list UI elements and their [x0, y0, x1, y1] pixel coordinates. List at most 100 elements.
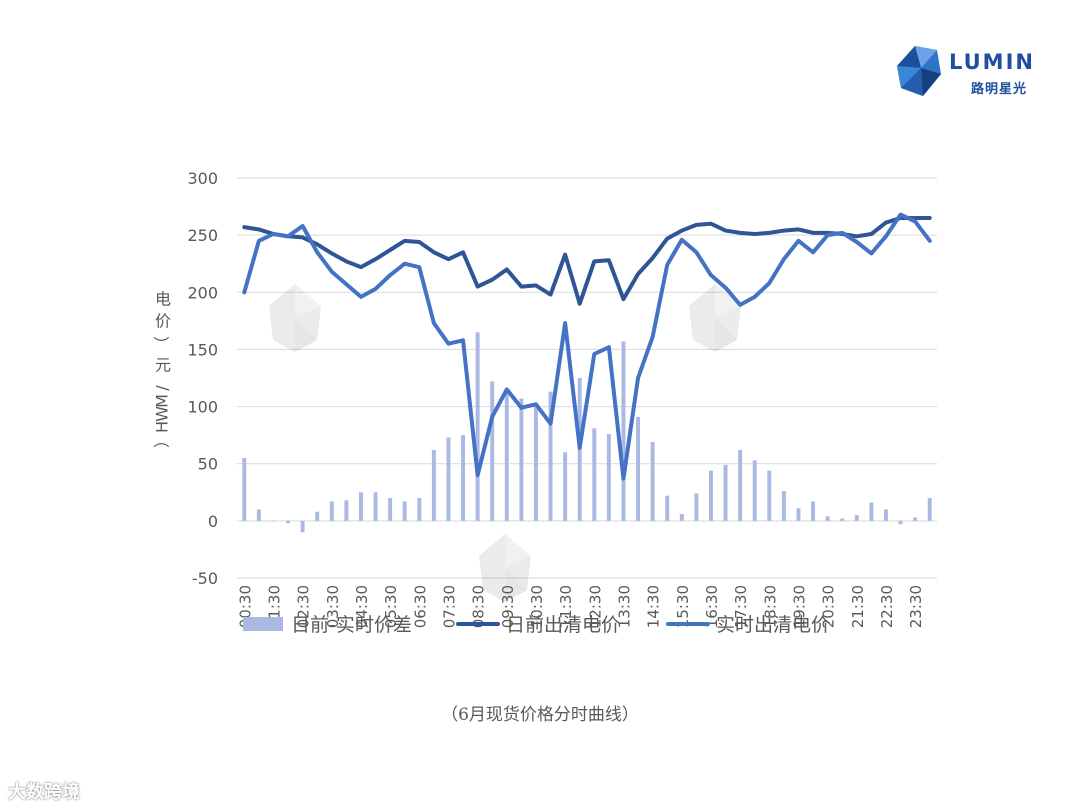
legend-item: 日前出清电价 — [456, 614, 620, 636]
bar — [650, 442, 655, 521]
y-axis-label-char: 元 — [155, 356, 171, 375]
bar — [388, 498, 393, 521]
bar — [358, 492, 363, 521]
legend-label: 日前-实时价差 — [291, 614, 412, 636]
bar — [825, 516, 830, 521]
bar — [854, 515, 859, 521]
bar — [606, 434, 611, 521]
y-axis-ticks: -50 0 50 100 150 200 250 300 — [187, 169, 218, 588]
legend-item: 日前-实时价差 — [243, 614, 412, 636]
legend-swatch-bar — [243, 617, 283, 631]
bar — [665, 495, 670, 521]
bar — [519, 398, 524, 521]
legend-item: 实时出清电价 — [666, 614, 830, 636]
bar — [475, 332, 480, 521]
x-tick-label: 02:30 — [295, 585, 313, 628]
bar — [242, 458, 247, 521]
x-tick-label: 23:30 — [907, 585, 925, 628]
bar — [446, 437, 451, 521]
x-tick-label: 21:30 — [849, 585, 867, 628]
bar — [781, 491, 786, 521]
y-tick-label: 250 — [187, 226, 218, 245]
bar — [913, 517, 918, 521]
bar — [927, 498, 932, 521]
x-tick-label: 15:30 — [674, 585, 692, 628]
bar — [329, 501, 334, 521]
bar — [431, 450, 436, 521]
logo-wordmark: LUMIN — [949, 50, 1035, 74]
y-axis-label: 电价 （ 元 / MWH） — [153, 290, 172, 449]
logo-subtitle: 路明星光 — [971, 82, 1028, 97]
watermark-logo — [689, 284, 741, 352]
bar — [373, 492, 378, 521]
x-tick-label: 07:30 — [440, 585, 458, 628]
line-series — [242, 212, 932, 481]
y-axis-label-char: 价 — [155, 312, 171, 331]
bar — [869, 502, 874, 521]
bar — [898, 520, 903, 525]
bar — [315, 511, 320, 521]
x-tick-label: 13:30 — [615, 585, 633, 628]
bar — [592, 428, 597, 521]
y-tick-label: 100 — [187, 398, 218, 417]
watermark-logo — [269, 284, 321, 352]
legend-label: 实时出清电价 — [716, 614, 830, 636]
y-axis-label-char: ） — [153, 432, 172, 448]
y-axis-label-char: / — [153, 385, 172, 391]
figure-caption: （6月现货价格分时曲线） — [441, 705, 639, 725]
watermarks — [269, 284, 741, 602]
y-tick-label: 50 — [198, 455, 218, 474]
bar-series — [242, 332, 932, 533]
x-tick-label: 06:30 — [411, 585, 429, 628]
bar — [621, 341, 626, 521]
bar — [461, 435, 466, 521]
bar — [533, 406, 538, 521]
bar — [548, 391, 553, 521]
bar — [563, 452, 568, 521]
bar — [811, 501, 816, 521]
footer-watermark: 大数跨境 — [8, 782, 80, 803]
x-tick-label: 22:30 — [878, 585, 896, 628]
x-tick-label: 09:30 — [499, 585, 517, 628]
y-tick-label: 150 — [187, 340, 218, 359]
bar — [883, 509, 888, 521]
bar — [708, 470, 713, 521]
bar — [402, 501, 407, 521]
bar — [796, 508, 801, 521]
bar — [271, 520, 276, 522]
bar — [723, 464, 728, 521]
bar — [679, 514, 684, 521]
y-tick-label: 300 — [187, 169, 218, 188]
brand-logo: LUMIN 路明星光 — [893, 44, 1043, 100]
gridlines — [237, 177, 937, 579]
x-tick-label: 11:30 — [557, 585, 575, 628]
bar — [738, 450, 743, 521]
bar — [344, 500, 349, 521]
y-axis-label-char: （ — [153, 336, 172, 352]
bar — [636, 416, 641, 521]
x-tick-label: 12:30 — [586, 585, 604, 628]
x-tick-label: 10:30 — [528, 585, 546, 628]
logo-icon — [897, 46, 941, 96]
legend: 日前-实时价差 日前出清电价 实时出清电价 — [243, 614, 830, 636]
x-tick-label: 08:30 — [470, 585, 488, 628]
y-tick-label: 200 — [187, 283, 218, 302]
watermark-logo — [479, 534, 531, 602]
bar — [286, 520, 291, 524]
x-tick-label: 19:30 — [790, 585, 808, 628]
y-tick-label: -50 — [192, 569, 218, 588]
bar — [417, 498, 422, 521]
day-ahead-price-line — [242, 216, 932, 306]
y-axis-label-char: 电 — [155, 290, 171, 309]
x-tick-label: 20:30 — [820, 585, 838, 628]
bar — [300, 520, 305, 533]
bar — [256, 509, 261, 521]
x-tick-label: 16:30 — [703, 585, 721, 628]
bar — [504, 391, 509, 521]
y-axis-label-char: H — [153, 421, 172, 433]
realtime-price-line — [242, 212, 932, 481]
x-tick-label: 05:30 — [382, 585, 400, 628]
x-tick-label: 04:30 — [353, 585, 371, 628]
y-axis-label-char: M — [153, 394, 172, 408]
x-tick-label: 14:30 — [645, 585, 663, 628]
